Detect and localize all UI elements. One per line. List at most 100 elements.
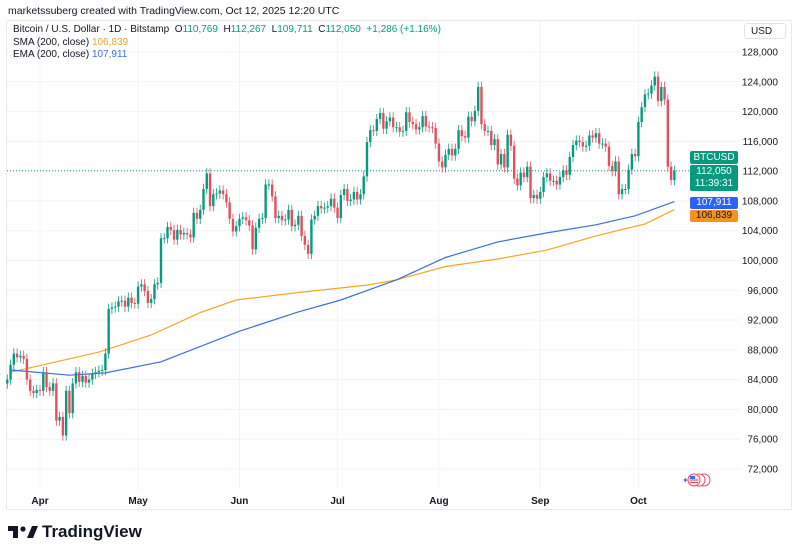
candle	[630, 148, 634, 175]
candle-body	[548, 173, 552, 181]
chart-pane[interactable]	[6, 20, 792, 510]
candle	[539, 186, 542, 204]
candle	[284, 214, 287, 226]
candle	[6, 374, 9, 389]
candle	[591, 130, 594, 143]
candle-body	[339, 194, 343, 219]
candle-body	[499, 154, 503, 165]
currency-selector[interactable]: USD	[744, 23, 786, 39]
candle	[176, 224, 179, 245]
candle	[349, 194, 352, 207]
candle	[588, 130, 591, 152]
candle	[584, 140, 588, 152]
candle-body	[303, 235, 307, 245]
candle-body	[310, 219, 313, 254]
candle-body	[9, 364, 12, 380]
candle	[297, 210, 300, 230]
candle	[352, 186, 356, 205]
candle-body	[61, 416, 65, 436]
candle-body	[22, 355, 25, 359]
candle	[369, 124, 372, 148]
candle-body	[74, 372, 78, 384]
legend-sma-row[interactable]: SMA (200, close) 106,839	[13, 37, 441, 50]
candle-body	[231, 218, 235, 232]
candle	[522, 167, 526, 183]
candle-body	[467, 116, 470, 138]
candle	[555, 175, 558, 190]
candle-body	[669, 166, 673, 181]
candle	[460, 124, 464, 142]
price-tick-label: 72,000	[747, 465, 778, 476]
candle	[405, 107, 408, 137]
candle	[336, 202, 339, 224]
candle	[235, 221, 238, 237]
candle-body	[130, 297, 133, 303]
candle-body	[208, 173, 212, 207]
candle	[231, 213, 235, 237]
candle	[509, 129, 513, 152]
candle-body	[12, 353, 16, 365]
candle	[480, 81, 483, 130]
candle	[100, 364, 104, 376]
candle-body	[463, 136, 467, 138]
candle-body	[611, 165, 614, 172]
candle-body	[414, 124, 418, 130]
candle-body	[382, 113, 385, 129]
candle	[287, 204, 290, 225]
candle-body	[571, 145, 575, 157]
candle	[153, 279, 156, 305]
candle	[185, 227, 189, 240]
candle	[163, 232, 166, 244]
candle	[565, 165, 568, 181]
candle-body	[388, 117, 392, 122]
candle-body	[333, 198, 336, 208]
candle	[55, 378, 58, 426]
legend-ema-row[interactable]: EMA (200, close) 107,911	[13, 49, 441, 62]
candle	[228, 197, 231, 225]
candle	[441, 156, 444, 173]
candle-body	[143, 284, 146, 292]
candle	[342, 183, 346, 201]
candle-body	[535, 194, 539, 199]
candle-body	[529, 166, 532, 198]
candle-body	[653, 76, 656, 86]
close-value: 112,050	[325, 24, 361, 35]
candle-body	[601, 143, 604, 145]
price-axis: 128,000 124,000 120,000 116,000 112,000 108,0…	[742, 48, 779, 476]
candle-body	[480, 86, 483, 125]
candle-body	[643, 94, 647, 108]
candle-body	[293, 224, 297, 227]
candle	[503, 148, 506, 173]
last-price: 112,050	[696, 166, 732, 177]
high-value: 112,267	[230, 24, 267, 35]
candle-body	[202, 189, 205, 210]
candle	[411, 116, 414, 130]
tradingview-logo[interactable]: TradingView	[8, 522, 142, 542]
candle-body	[182, 232, 186, 235]
candle	[660, 81, 663, 107]
time-tick-label: May	[128, 496, 148, 507]
candle-body	[349, 199, 352, 201]
candle	[424, 110, 428, 132]
candle-body	[163, 238, 166, 240]
candle	[355, 186, 359, 205]
candle-body	[398, 127, 401, 132]
candle-body	[320, 206, 323, 209]
candle	[130, 292, 133, 309]
candle	[532, 189, 535, 204]
candle	[42, 366, 45, 397]
last-price-tag: 112,050 11:39:31	[690, 165, 738, 191]
candle-body	[597, 133, 601, 144]
time-tick-label: Jul	[330, 496, 345, 507]
candle-body	[562, 170, 565, 178]
candle	[323, 202, 326, 214]
price-tick-label: 128,000	[742, 48, 779, 59]
candle-body	[264, 184, 267, 219]
candle-body	[94, 372, 97, 374]
price-tick-label: 120,000	[742, 107, 779, 118]
candle-body	[166, 226, 169, 239]
candle	[437, 138, 441, 167]
candle-body	[627, 169, 630, 190]
candle	[179, 224, 182, 240]
